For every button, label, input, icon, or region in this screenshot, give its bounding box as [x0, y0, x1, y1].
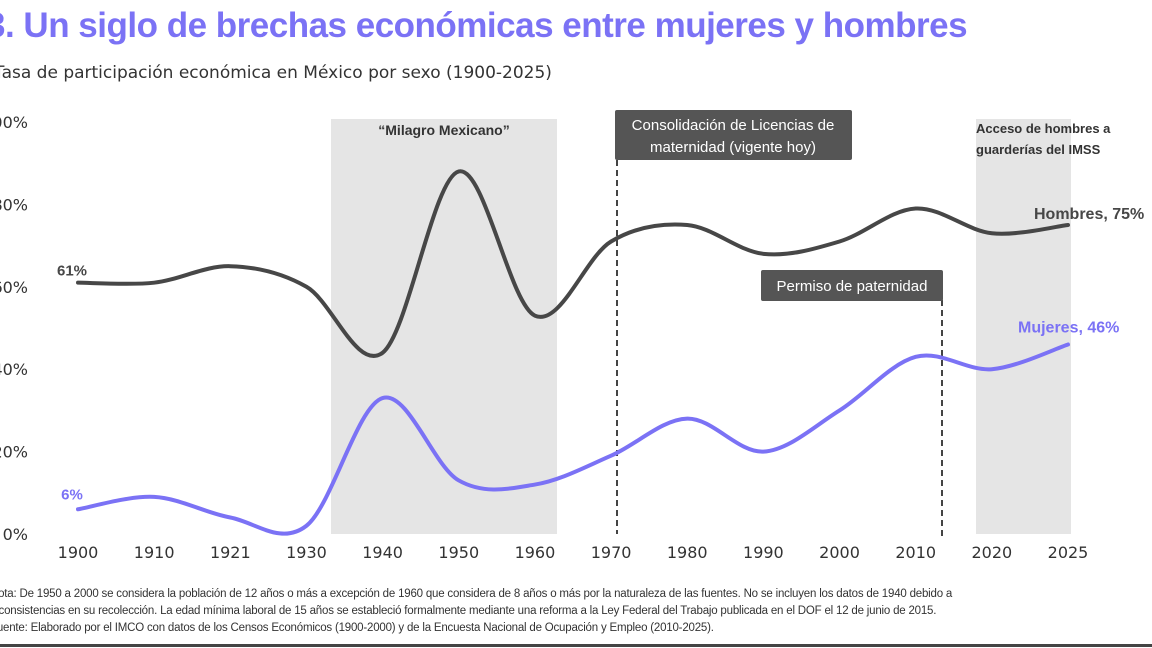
y-tick-label: 100% [0, 113, 28, 132]
series-line-hombres [76, 169, 1070, 358]
x-tick-label: 1970 [591, 543, 632, 562]
series-start-label: 61% [57, 263, 87, 280]
x-tick-label: 1900 [58, 543, 99, 562]
event-marker-label: Consolidación de Licencias de [632, 117, 835, 134]
event-marker-label: maternidad (vigente hoy) [650, 139, 816, 156]
x-tick-label: 1960 [515, 543, 556, 562]
shaded-period-label: Acceso de hombres a [976, 121, 1111, 136]
x-tick-label: 1950 [438, 543, 479, 562]
y-tick-label: 0% [3, 525, 28, 544]
x-tick-label: 1990 [743, 543, 784, 562]
line-chart: “Milagro Mexicano” Acceso de hombres a gua… [0, 110, 1144, 562]
source-line: Fuente: Elaborado por el IMCO con datos … [0, 622, 714, 634]
footnote: Nota: De 1950 a 2000 se considera la pob… [0, 586, 952, 637]
x-tick-label: 2010 [895, 543, 936, 562]
shaded-period-band [331, 119, 557, 534]
y-tick-label: 60% [0, 278, 28, 297]
series-end-label: Hombres, 75% [1034, 206, 1144, 223]
chart-subtitle: Tasa de participación económica en Méxic… [0, 63, 552, 83]
x-tick-label: 1980 [667, 543, 708, 562]
x-tick-label: 1930 [286, 543, 327, 562]
x-tick-label: 2020 [971, 543, 1012, 562]
series-end-label: Mujeres, 46% [1018, 319, 1119, 336]
x-tick-label: 1910 [134, 543, 175, 562]
y-tick-label: 80% [0, 195, 28, 214]
event-marker-label: Permiso de paternidad [777, 278, 928, 295]
x-tick-label: 2000 [819, 543, 860, 562]
shaded-period-band [976, 119, 1071, 534]
shaded-period-label: “Milagro Mexicano” [378, 122, 509, 138]
bottom-divider [0, 644, 1152, 647]
note-line: inconsistencias en su recolección. La ed… [0, 605, 937, 617]
event-marker-box [761, 270, 943, 301]
y-tick-label: 20% [0, 443, 28, 462]
event-marker-box [615, 110, 852, 160]
series-line-mujeres [76, 342, 1070, 536]
series-start-label: 6% [61, 486, 83, 503]
note-line: Nota: De 1950 a 2000 se considera la pob… [0, 588, 953, 600]
y-tick-label: 40% [0, 360, 28, 379]
chart-title: 3. Un siglo de brechas económicas entre … [0, 6, 968, 45]
x-tick-label: 1940 [362, 543, 403, 562]
shaded-period-label: guarderías del IMSS [976, 142, 1101, 157]
x-tick-label: 2025 [1048, 543, 1089, 562]
x-tick-label: 1921 [210, 543, 251, 562]
